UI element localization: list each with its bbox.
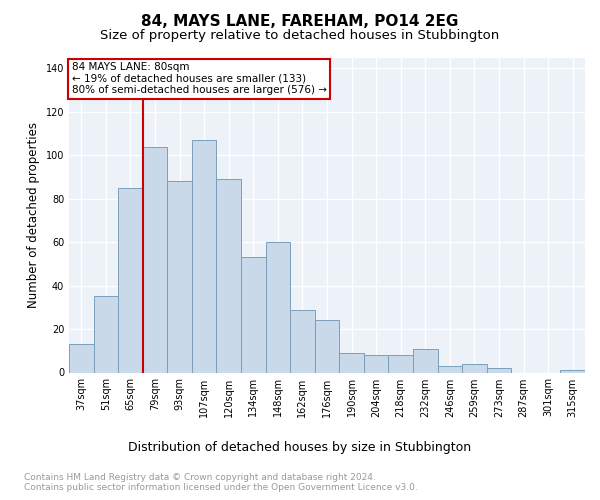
Bar — [266, 242, 290, 372]
Bar — [413, 348, 437, 372]
Bar — [69, 344, 94, 372]
Bar — [167, 182, 192, 372]
Text: Contains HM Land Registry data © Crown copyright and database right 2024.
Contai: Contains HM Land Registry data © Crown c… — [24, 472, 418, 492]
Bar — [437, 366, 462, 372]
Text: Size of property relative to detached houses in Stubbington: Size of property relative to detached ho… — [100, 28, 500, 42]
Text: 84, MAYS LANE, FAREHAM, PO14 2EG: 84, MAYS LANE, FAREHAM, PO14 2EG — [142, 14, 458, 29]
Bar — [94, 296, 118, 372]
Bar — [560, 370, 585, 372]
Y-axis label: Number of detached properties: Number of detached properties — [27, 122, 40, 308]
Bar — [462, 364, 487, 372]
Bar — [487, 368, 511, 372]
Bar — [364, 355, 388, 372]
Bar — [290, 310, 315, 372]
Bar — [388, 355, 413, 372]
Bar — [118, 188, 143, 372]
Text: Distribution of detached houses by size in Stubbington: Distribution of detached houses by size … — [128, 441, 472, 454]
Bar — [315, 320, 339, 372]
Bar — [241, 258, 266, 372]
Bar — [143, 146, 167, 372]
Bar — [339, 353, 364, 372]
Bar — [217, 179, 241, 372]
Bar — [192, 140, 217, 372]
Text: 84 MAYS LANE: 80sqm
← 19% of detached houses are smaller (133)
80% of semi-detac: 84 MAYS LANE: 80sqm ← 19% of detached ho… — [71, 62, 326, 96]
